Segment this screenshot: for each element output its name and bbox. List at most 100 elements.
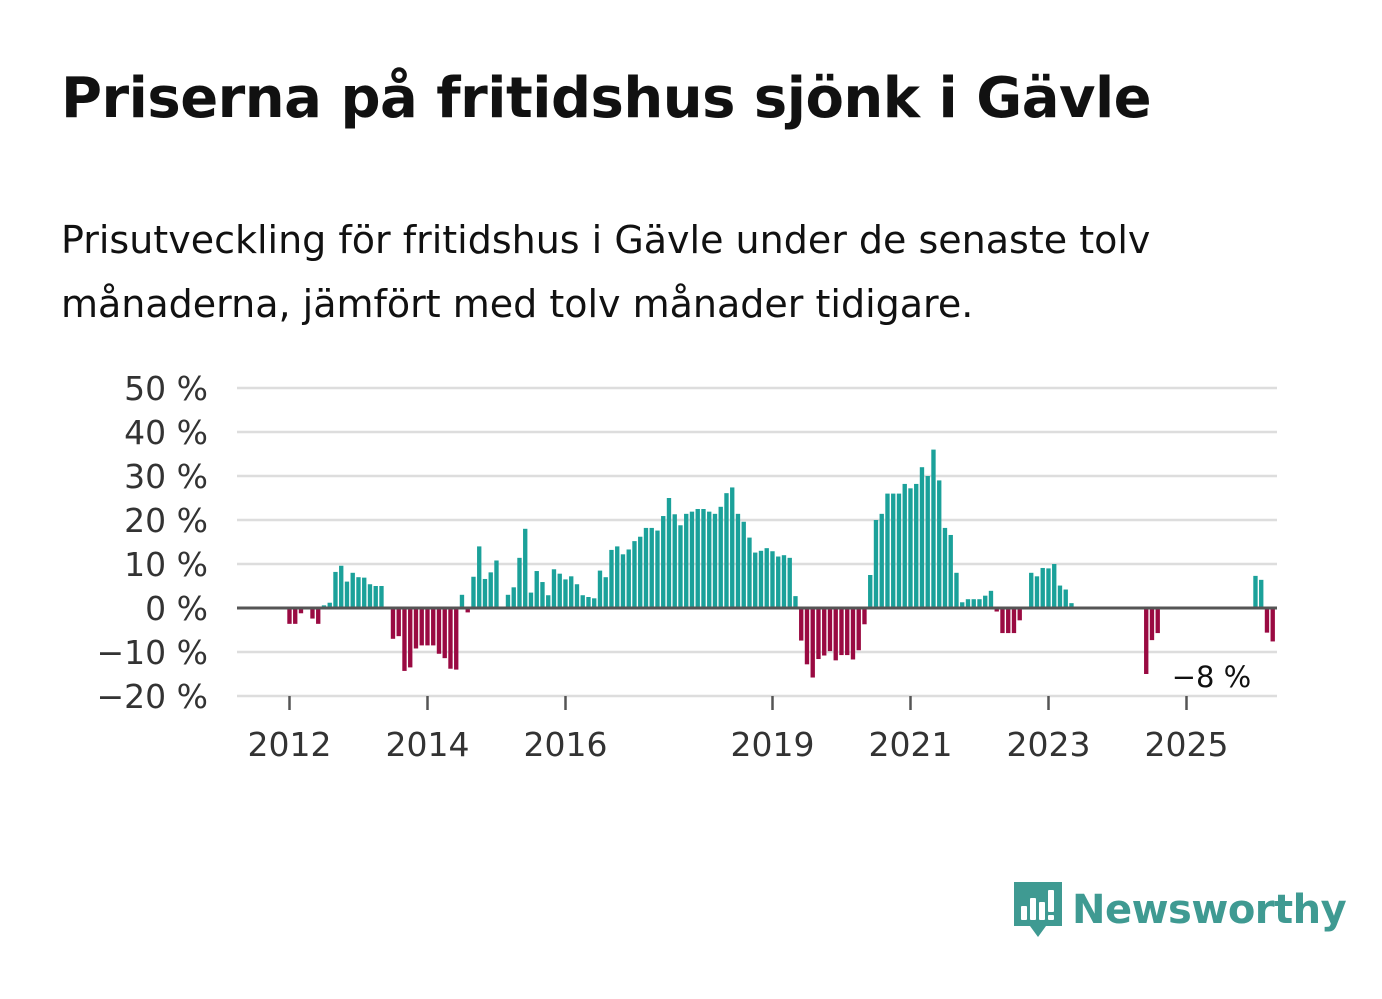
bar: [1270, 608, 1275, 642]
bar: [850, 608, 856, 660]
bar: [1144, 608, 1149, 674]
bar: [919, 467, 925, 608]
bar: [557, 573, 562, 608]
y-tick-label: 10 %: [124, 545, 208, 584]
bar: [563, 579, 568, 608]
bar: [1029, 572, 1034, 608]
bar: [845, 608, 850, 656]
bar: [902, 483, 907, 608]
bar: [298, 608, 304, 614]
bar: [856, 608, 861, 651]
bar: [638, 536, 643, 608]
bar: [339, 565, 344, 608]
x-tick-label: 2014: [386, 725, 470, 764]
x-tick-label: 2016: [524, 725, 608, 764]
bar: [960, 602, 965, 608]
bar: [758, 550, 764, 608]
bar: [695, 509, 700, 608]
bar: [551, 569, 557, 608]
bar: [701, 509, 706, 608]
bar: [592, 598, 597, 608]
bar: [1057, 585, 1063, 608]
x-tick-label: 2021: [869, 725, 953, 764]
bar: [1069, 603, 1074, 608]
bar: [396, 608, 401, 637]
bar: [1063, 589, 1068, 608]
bar: [390, 608, 396, 639]
chart-subtitle: Prisutveckling för fritidshus i Gävle un…: [61, 218, 1151, 326]
bar: [379, 586, 384, 608]
bar: [546, 595, 551, 608]
bar: [482, 578, 488, 608]
bar: [741, 521, 746, 608]
bar: [804, 608, 810, 665]
bar: [419, 608, 424, 646]
bar: [1000, 608, 1005, 634]
bar: [954, 572, 959, 608]
bar: [770, 551, 775, 608]
bar: [1155, 608, 1160, 634]
bar: [724, 493, 729, 608]
bar: [833, 608, 838, 661]
bar: [661, 516, 666, 608]
bar: [971, 599, 976, 608]
bar: [505, 594, 511, 608]
bar: [1017, 608, 1022, 621]
bar: [735, 513, 741, 608]
bar: [1253, 575, 1258, 608]
bar: [1011, 608, 1017, 634]
y-tick-label: −10 %: [97, 633, 209, 672]
bar: [367, 584, 373, 608]
bar: [988, 590, 994, 608]
last-value-label: −8 %: [1172, 660, 1252, 694]
newsworthy-logo-icon: [1014, 882, 1062, 937]
bar: [1052, 564, 1057, 608]
bar: [1149, 608, 1155, 641]
bar: [839, 608, 844, 656]
bar: [948, 534, 953, 608]
bar: [885, 493, 890, 608]
bar: [712, 513, 718, 608]
bar: [344, 581, 350, 608]
bar: [454, 608, 459, 670]
bar: [827, 608, 833, 652]
bar: [465, 608, 470, 613]
bar: [436, 608, 442, 654]
bar: [776, 556, 781, 608]
chart-title: Priserna på fritidshus sjönk i Gävle: [61, 66, 1152, 131]
bar: [402, 608, 407, 671]
bar: [718, 506, 723, 608]
bar: [333, 571, 338, 608]
bar: [356, 577, 361, 608]
y-tick-label: 0 %: [145, 589, 208, 628]
bar: [413, 608, 419, 649]
bar: [799, 608, 804, 641]
bar: [684, 513, 689, 608]
y-tick-label: −20 %: [97, 677, 209, 716]
bar: [983, 595, 988, 608]
bar: [517, 557, 522, 608]
bar: [689, 511, 695, 608]
bar: [937, 480, 942, 608]
bar: [408, 608, 413, 668]
bar: [528, 592, 534, 608]
bar: [620, 554, 626, 608]
bar: [747, 537, 752, 608]
bar: [477, 546, 482, 608]
bar: [540, 582, 545, 608]
bar: [787, 557, 792, 608]
bar: [609, 549, 614, 608]
y-tick-label: 30 %: [124, 457, 208, 496]
bar: [1040, 567, 1045, 608]
bar: [442, 608, 447, 659]
bar: [293, 608, 298, 624]
bar: [373, 586, 378, 608]
bar: [678, 525, 683, 608]
bar: [1006, 608, 1011, 634]
bar: [764, 548, 769, 608]
bar: [977, 599, 982, 608]
bar: [586, 597, 591, 608]
bar: [666, 498, 672, 608]
newsworthy-logo-text: Newsworthy: [1072, 887, 1347, 933]
bar: [488, 572, 493, 608]
